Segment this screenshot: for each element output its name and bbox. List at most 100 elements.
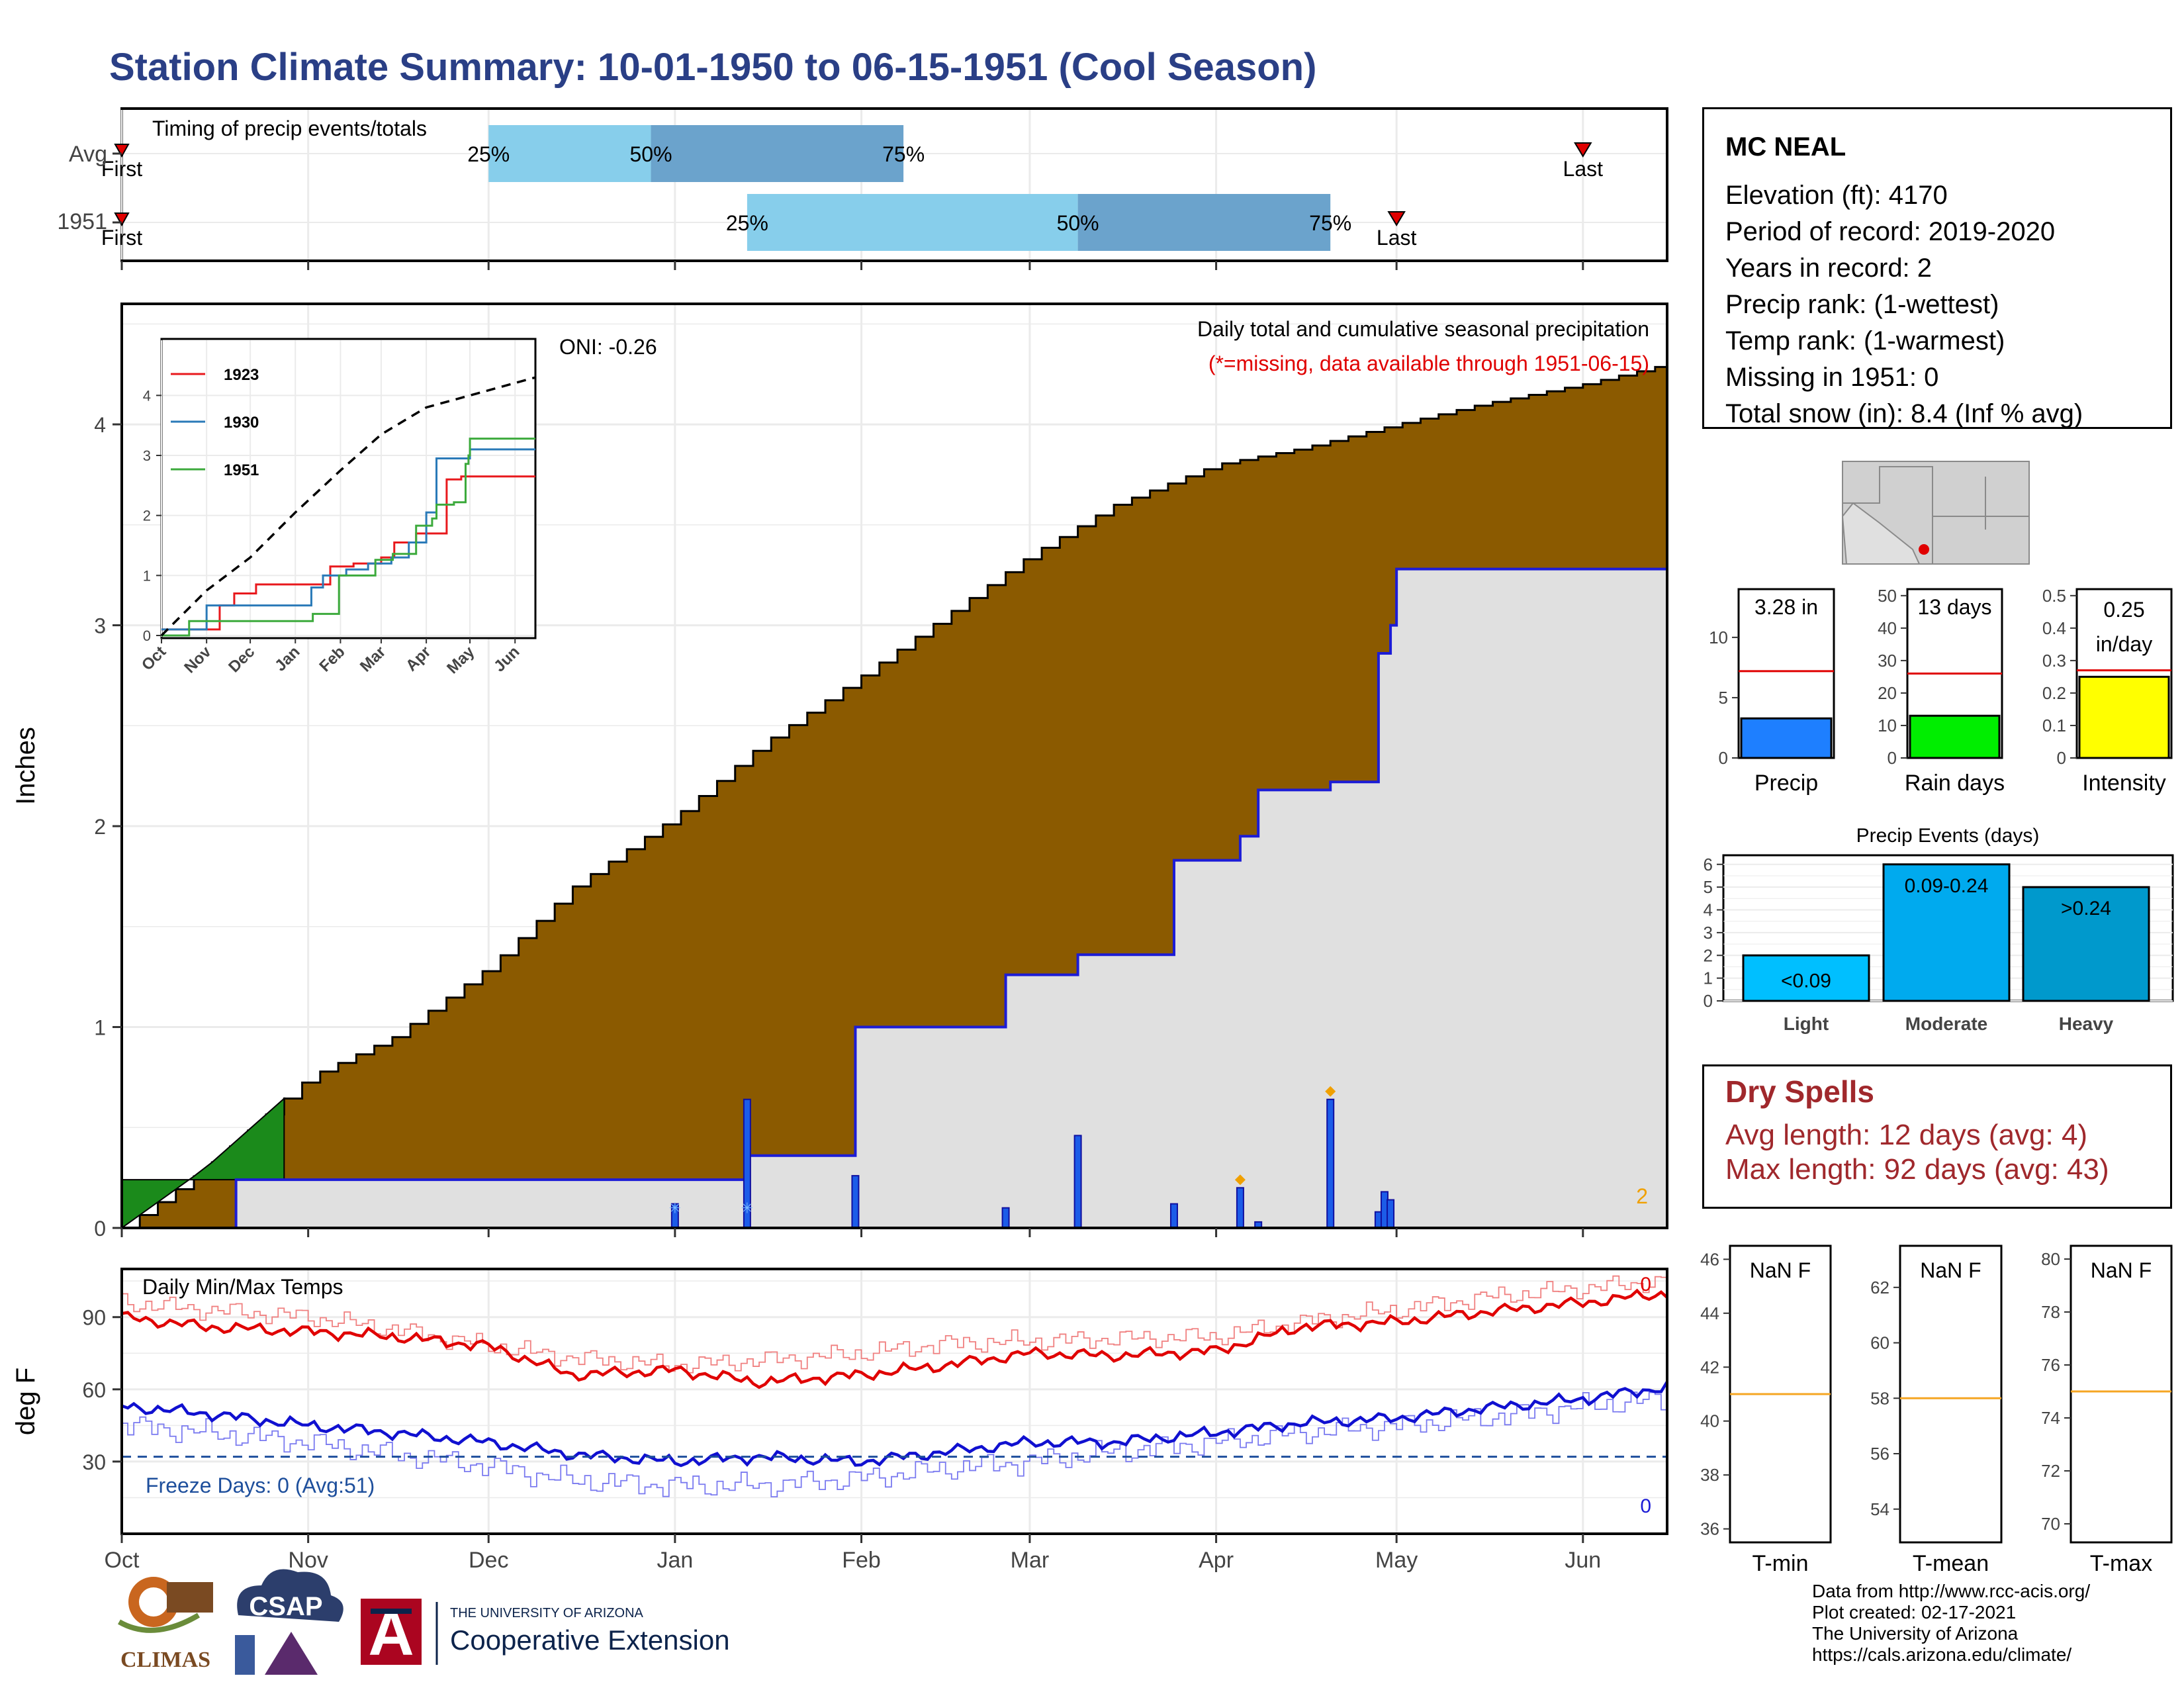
summary-y-tick-label: 0.1 — [2042, 716, 2066, 735]
station-snow: Total snow (in): 8.4 (Inf % avg) — [1725, 399, 2083, 428]
timing-pct-label: 25% — [467, 142, 510, 166]
temp-y-tick-label: 90 — [82, 1306, 106, 1330]
temp-summary-y-tick-label: 58 — [1870, 1388, 1889, 1408]
precip-x-ticks — [120, 1228, 1584, 1237]
missing-annotation: (*=missing, data available through 1951-… — [1208, 352, 1649, 375]
large-event-marker — [1325, 1086, 1336, 1097]
timing-last-label: Last — [1563, 157, 1604, 181]
location-map — [1841, 461, 2030, 565]
ua-big-text: Cooperative Extension — [450, 1624, 730, 1656]
summary-bar-precip-total — [1740, 717, 1833, 759]
summary-y-tick-label: 20 — [1878, 683, 1897, 703]
month-label: May — [1375, 1548, 1418, 1573]
daily-precip-bar — [1236, 1187, 1244, 1228]
snow-marker: ✳ — [741, 1200, 753, 1217]
temp-y-label: deg F — [11, 1368, 40, 1435]
daily-precip-bar — [1387, 1199, 1395, 1228]
summary-y-tick-label: 40 — [1878, 618, 1897, 638]
dry-spells-title: Dry Spells — [1725, 1074, 1874, 1109]
temp-summary-y-tick-label: 80 — [2041, 1249, 2060, 1269]
y-tick-label: 2 — [94, 815, 106, 839]
temp-summary-y-tick-label: 76 — [2041, 1355, 2060, 1375]
y-tick-label: 0 — [94, 1217, 106, 1241]
temp-summary-value-t-mean: NaN F — [1920, 1258, 1981, 1282]
precip-events-chart: Precip Events (days) <0.09 Light 0.09-0.24 M… — [1704, 825, 2174, 1034]
daily-precip-bar — [670, 1203, 679, 1228]
summary-bar-rain-days — [1909, 714, 2001, 759]
events-bar — [1742, 954, 1870, 1002]
timing-last-label: Last — [1377, 226, 1417, 250]
events-category: Moderate — [1905, 1013, 1987, 1034]
precip-y-axis: 0 1 2 3 4 — [94, 413, 122, 1241]
timing-first-label: First — [101, 226, 142, 250]
timing-first-label: First — [101, 157, 142, 181]
timing-pct-label: 50% — [1057, 211, 1099, 235]
climas-logo: CLIMAS — [118, 1577, 213, 1672]
month-label: Mar — [1011, 1548, 1050, 1573]
events-y-tick-label: 5 — [1704, 877, 1713, 897]
temperature-lines — [122, 1275, 1667, 1497]
temperature-summary-charts: NaN F 36 38 40 42 44 46 T-min NaN F 54 56 58 60 62 T-m… — [1700, 1244, 2173, 1576]
inset-y-tick-label: 4 — [143, 387, 151, 404]
summary-y-tick-label: 50 — [1878, 586, 1897, 606]
summary-y-tick-label: 10 — [1878, 716, 1897, 735]
month-label: Jun — [1565, 1548, 1601, 1573]
month-label: Jan — [657, 1548, 693, 1573]
timing-first-marker — [114, 212, 130, 227]
temp-summary-y-tick-label: 62 — [1870, 1278, 1889, 1297]
timing-pct-label: 75% — [1309, 211, 1351, 235]
events-bar-label: >0.24 — [2061, 898, 2111, 919]
temp-title: Daily Min/Max Temps — [142, 1275, 343, 1299]
summary-y-tick-label: 10 — [1709, 628, 1728, 647]
credit-data-source: Data from http://www.rcc-acis.org/ — [1812, 1581, 2091, 1601]
credit-url: https://cals.arizona.edu/climate/ — [1812, 1644, 2072, 1665]
inset-legend-label: 1930 — [224, 414, 259, 432]
events-y-tick-label: 0 — [1704, 991, 1713, 1011]
inset-average-line — [160, 376, 536, 637]
dry-spells-max: Max length: 92 days (avg: 43) — [1725, 1153, 2109, 1186]
timing-grid — [120, 110, 1666, 259]
timing-bar-50-75 — [651, 125, 904, 182]
temp-summary-y-tick-label: 36 — [1700, 1519, 1719, 1539]
credit-plot-date: Plot created: 02-17-2021 — [1812, 1602, 2017, 1622]
station-elevation: Elevation (ft): 4170 — [1725, 181, 1948, 210]
credits: Data from http://www.rcc-acis.org/ Plot … — [1812, 1581, 2090, 1665]
temp-summary-y-tick-label: 54 — [1870, 1499, 1889, 1519]
dry-spells-box: Dry Spells Avg length: 12 days (avg: 4) … — [1702, 1064, 2172, 1209]
temp-summary-y-tick-label: 42 — [1700, 1357, 1719, 1377]
precip-y-label: Inches — [11, 727, 40, 805]
timing-pct-label: 25% — [726, 211, 768, 235]
inset-y-tick-label: 1 — [143, 567, 151, 584]
events-bar-label: 0.09-0.24 — [1905, 875, 1989, 897]
ua-logo: A THE UNIVERSITY OF ARIZONA Cooperative … — [361, 1598, 730, 1669]
timing-row-avg: Avg — [69, 142, 107, 167]
summary-y-tick-label: 0.4 — [2042, 618, 2066, 638]
events-category: Heavy — [2059, 1013, 2114, 1034]
temp-summary-frame-t-mean — [1899, 1244, 2003, 1544]
summary-unit-intensity: in/day — [2096, 632, 2152, 656]
snow-marker: ✳ — [669, 1200, 681, 1217]
max-count: 0 — [1640, 1274, 1651, 1295]
timing-bars: 25% 50% 75% First Last 25% 50% 75% First Last — [101, 125, 1603, 270]
temperature-y-axis: 30 60 90 — [82, 1306, 122, 1474]
temp-series-min — [122, 1381, 1667, 1468]
summary-y-tick-label: 0 — [1719, 748, 1728, 768]
inset-y-tick-label: 2 — [143, 508, 151, 524]
inset-grid — [161, 340, 534, 637]
month-label: Dec — [469, 1548, 508, 1573]
events-y-tick-label: 2 — [1704, 945, 1713, 965]
temp-summary-y-tick-label: 78 — [2041, 1302, 2060, 1322]
summary-bar-intensity — [2078, 675, 2170, 759]
temp-summary-label-t-min: T-min — [1752, 1551, 1809, 1576]
station-marker — [1919, 544, 1929, 555]
precip-annotation: Daily total and cumulative seasonal prec… — [1197, 317, 1649, 341]
events-title: Precip Events (days) — [1856, 825, 2040, 847]
inset-legend-label: 1923 — [224, 366, 259, 384]
daily-precip-bar — [743, 1098, 751, 1228]
daily-precip-bar — [851, 1175, 860, 1228]
timing-last-marker — [1387, 211, 1406, 226]
daily-precip-bar — [1073, 1135, 1082, 1228]
